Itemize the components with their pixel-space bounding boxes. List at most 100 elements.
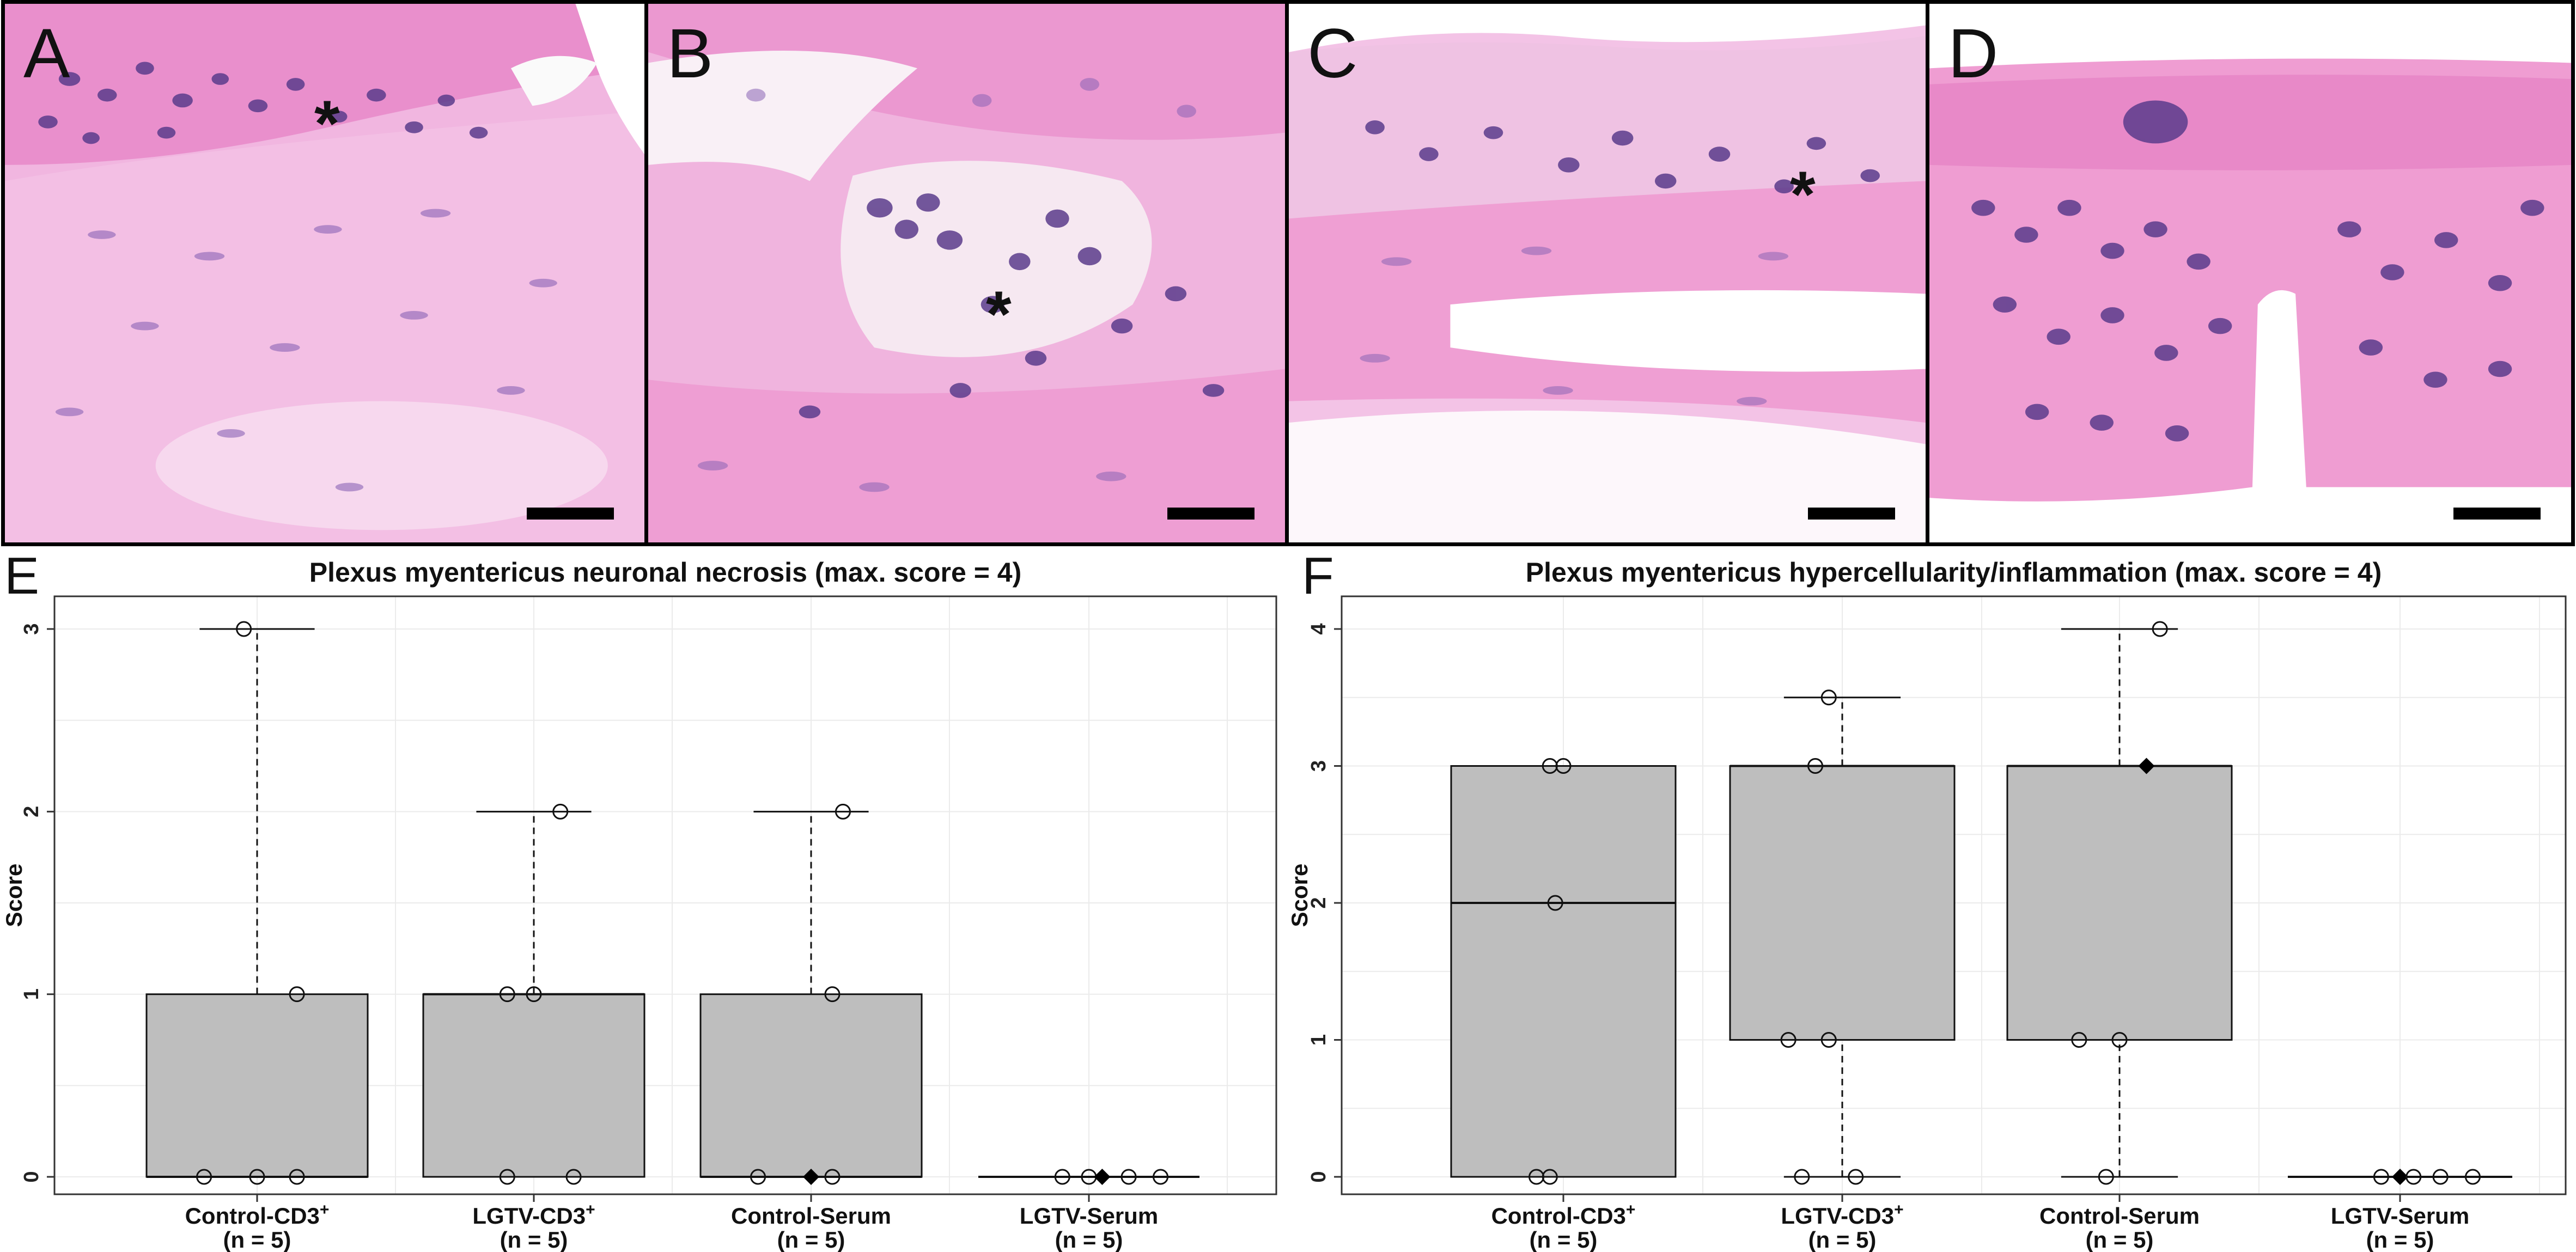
micrograph-a-image [5,4,644,542]
scale-bar-d [2453,508,2541,520]
panel-label-c: C [1307,15,1358,93]
asterisk-marker-c: * [1790,158,1816,231]
y-tick-label: 2 [1307,897,1330,908]
y-tick-label: 4 [1307,623,1330,634]
chart-title: Plexus myentericus neuronal necrosis (ma… [309,557,1022,588]
data-point [526,986,542,1003]
data-point [1780,1032,1796,1048]
data-point [1848,1169,1864,1185]
panel-label-e: E [4,547,39,605]
data-point [499,986,515,1003]
x-tick-n-label: (n = 5) [2366,1227,2434,1252]
data-point [2373,1169,2389,1185]
plot-frame [1341,595,2567,1195]
box-3 [699,810,923,1178]
box-plot-f: F Plexus myentericus hypercellularity/inf… [1287,547,2567,1252]
x-tick-n-label: (n = 5) [223,1227,291,1252]
data-point [2071,1032,2087,1048]
micrograph-panel-c: C * [1285,0,1929,546]
box-1 [1450,765,1677,1178]
x-tick-label: LGTV-CD3+ [1781,1201,1903,1229]
data-point [1555,758,1572,774]
data-point [196,1169,212,1185]
x-tick-n-label: (n = 5) [500,1227,568,1252]
panel-label-f: F [1302,547,1334,605]
box-2 [422,810,645,1178]
iqr-box [1729,765,1956,1041]
x-tick-label: Control-CD3+ [185,1201,330,1229]
x-tick-label: Control-Serum [731,1203,891,1229]
data-point [1153,1169,1169,1185]
data-point [1820,689,1837,706]
data-point [1794,1169,1810,1185]
mean-marker [2392,1169,2408,1185]
box-2 [1729,697,1956,1178]
asterisk-marker-b: * [986,278,1012,351]
iqr-box [422,993,645,1178]
data-point [1820,1032,1837,1048]
iqr-box [1450,765,1677,1178]
data-point [824,1169,841,1185]
y-tick-label: 1 [20,988,43,1000]
iqr-box [699,993,923,1178]
box-plot-e: E Plexus myentericus neuronal necrosis (m… [1,547,1277,1252]
data-point [1547,895,1563,911]
y-tick-label: 0 [1307,1171,1330,1182]
data-point [750,1169,766,1185]
data-point [835,803,851,820]
micrograph-c-image [1289,4,1926,542]
x-tick-n-label: (n = 5) [1808,1227,1877,1252]
iqr-box [145,993,369,1178]
data-point [2111,1032,2128,1048]
micrograph-panel-a: A * [1,0,648,546]
data-point [249,1169,265,1185]
x-tick-label: LGTV-Serum [1020,1203,1158,1229]
plot-frame [53,595,1277,1195]
micrograph-panel-b: B * [644,0,1289,546]
data-point [2152,621,2168,637]
x-tick-label: LGTV-Serum [2331,1203,2469,1229]
asterisk-marker-a: * [314,87,340,160]
panel-label-b: B [667,15,714,93]
data-point [552,803,569,820]
data-point [824,986,841,1003]
mean-marker [803,1169,819,1185]
x-tick-n-label: (n = 5) [777,1227,845,1252]
micrograph-d-image [1929,4,2571,542]
x-tick-n-label: (n = 5) [2086,1227,2154,1252]
data-point [1120,1169,1137,1185]
x-tick-n-label: (n = 5) [1530,1227,1598,1252]
data-point [236,621,252,637]
scale-bar-b [1167,508,1254,520]
y-axis-label: Score [1,864,27,927]
y-tick-label: 0 [20,1171,43,1182]
mean-marker [1094,1169,1111,1185]
box-1 [145,628,369,1178]
data-point [1542,1169,1558,1185]
y-tick-label: 2 [20,806,43,817]
y-tick-label: 3 [1307,760,1330,772]
micrograph-panel-d: D [1926,0,2575,546]
data-point [2098,1169,2114,1185]
x-tick-n-label: (n = 5) [1055,1227,1123,1252]
x-tick-label: Control-CD3+ [1491,1201,1636,1229]
data-point [2464,1169,2481,1185]
panel-label-d: D [1948,15,1999,93]
scale-bar-c [1808,508,1895,520]
mean-marker [2138,758,2155,774]
data-point [565,1169,582,1185]
data-point [1807,758,1824,774]
panel-label-a: A [23,15,70,93]
y-tick-label: 3 [20,623,43,634]
iqr-box [2006,765,2233,1041]
data-point [289,986,305,1003]
x-tick-label: LGTV-CD3+ [472,1201,595,1229]
data-point [289,1169,305,1185]
data-point [2406,1169,2422,1185]
box-3 [2006,628,2233,1178]
data-point [2432,1169,2449,1185]
y-tick-label: 1 [1307,1034,1330,1046]
x-tick-label: Control-Serum [2039,1203,2200,1229]
data-point [499,1169,515,1185]
